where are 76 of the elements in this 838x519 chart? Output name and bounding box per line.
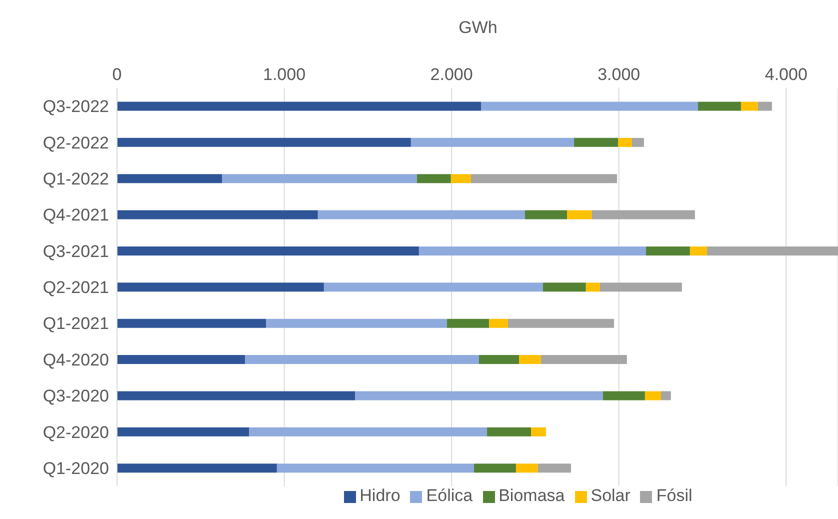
legend-label: Hidro xyxy=(360,486,400,505)
y-tick-label: Q3-2020 xyxy=(42,386,109,406)
bar xyxy=(592,210,695,220)
bar xyxy=(542,282,586,292)
y-tick-label: Q2-2022 xyxy=(42,133,109,152)
bar xyxy=(602,391,645,400)
bar xyxy=(248,427,488,436)
x-tick-label: 3.000 xyxy=(598,65,640,84)
y-tick-label: Q4-2021 xyxy=(42,206,109,225)
bar xyxy=(698,102,741,111)
bar xyxy=(117,464,277,473)
bar xyxy=(644,391,662,400)
bar xyxy=(618,138,632,147)
bar xyxy=(538,464,572,473)
bar xyxy=(661,391,671,400)
bar xyxy=(481,102,698,111)
bar xyxy=(117,102,482,111)
y-tick-label: Q1-2020 xyxy=(42,458,109,478)
bar xyxy=(117,174,222,184)
bar xyxy=(646,246,690,256)
y-tick-label: Q1-2021 xyxy=(42,314,109,334)
bar xyxy=(487,427,532,436)
bar xyxy=(117,282,324,292)
bar xyxy=(410,138,574,147)
x-tick-label: 4.000 xyxy=(764,65,808,84)
bar xyxy=(450,174,471,184)
bar xyxy=(479,355,519,364)
x-axis-title: GWh xyxy=(458,18,498,38)
bar xyxy=(266,318,447,328)
bar xyxy=(518,355,541,364)
bar xyxy=(525,210,567,220)
bar xyxy=(117,210,318,220)
bar xyxy=(222,174,417,184)
bar xyxy=(758,102,772,111)
bar xyxy=(690,246,708,256)
y-tick-label: Q4-2020 xyxy=(42,350,109,370)
bar xyxy=(474,464,516,473)
y-tick-label: Q1-2022 xyxy=(42,169,109,188)
bar xyxy=(740,102,758,111)
bar xyxy=(574,138,618,147)
legend-label: Biomasa xyxy=(498,486,565,505)
x-tick-label: 0 xyxy=(112,65,122,84)
bar xyxy=(470,174,618,184)
bar xyxy=(117,427,249,436)
bar xyxy=(117,355,245,364)
bar xyxy=(244,355,480,364)
bar xyxy=(355,391,603,400)
bar xyxy=(276,464,474,473)
bar xyxy=(586,282,600,292)
bar xyxy=(117,391,356,400)
bar xyxy=(117,246,419,256)
bar xyxy=(117,138,411,147)
bar xyxy=(117,318,266,328)
bar xyxy=(324,282,543,292)
bar xyxy=(600,282,682,292)
y-tick-label: Q2-2021 xyxy=(42,278,109,298)
y-tick-label: Q2-2020 xyxy=(42,422,109,442)
bar xyxy=(446,318,490,328)
x-tick-label: 1.000 xyxy=(263,65,306,84)
y-tick-label: Q3-2021 xyxy=(42,242,109,261)
legend-label: Eólica xyxy=(426,486,473,505)
bar xyxy=(489,318,508,328)
bar xyxy=(540,355,627,364)
bar xyxy=(632,138,644,147)
bar xyxy=(516,464,538,473)
bar xyxy=(707,246,838,256)
bar xyxy=(531,427,546,436)
legend-label: Solar xyxy=(590,486,630,505)
bar xyxy=(567,210,592,220)
legend-label: Fósil xyxy=(656,486,692,505)
bar xyxy=(416,174,451,184)
bar xyxy=(418,246,646,256)
y-tick-label: Q3-2022 xyxy=(42,97,109,116)
x-tick-label: 2.000 xyxy=(430,65,473,84)
bar xyxy=(318,210,526,220)
bar xyxy=(508,318,614,328)
